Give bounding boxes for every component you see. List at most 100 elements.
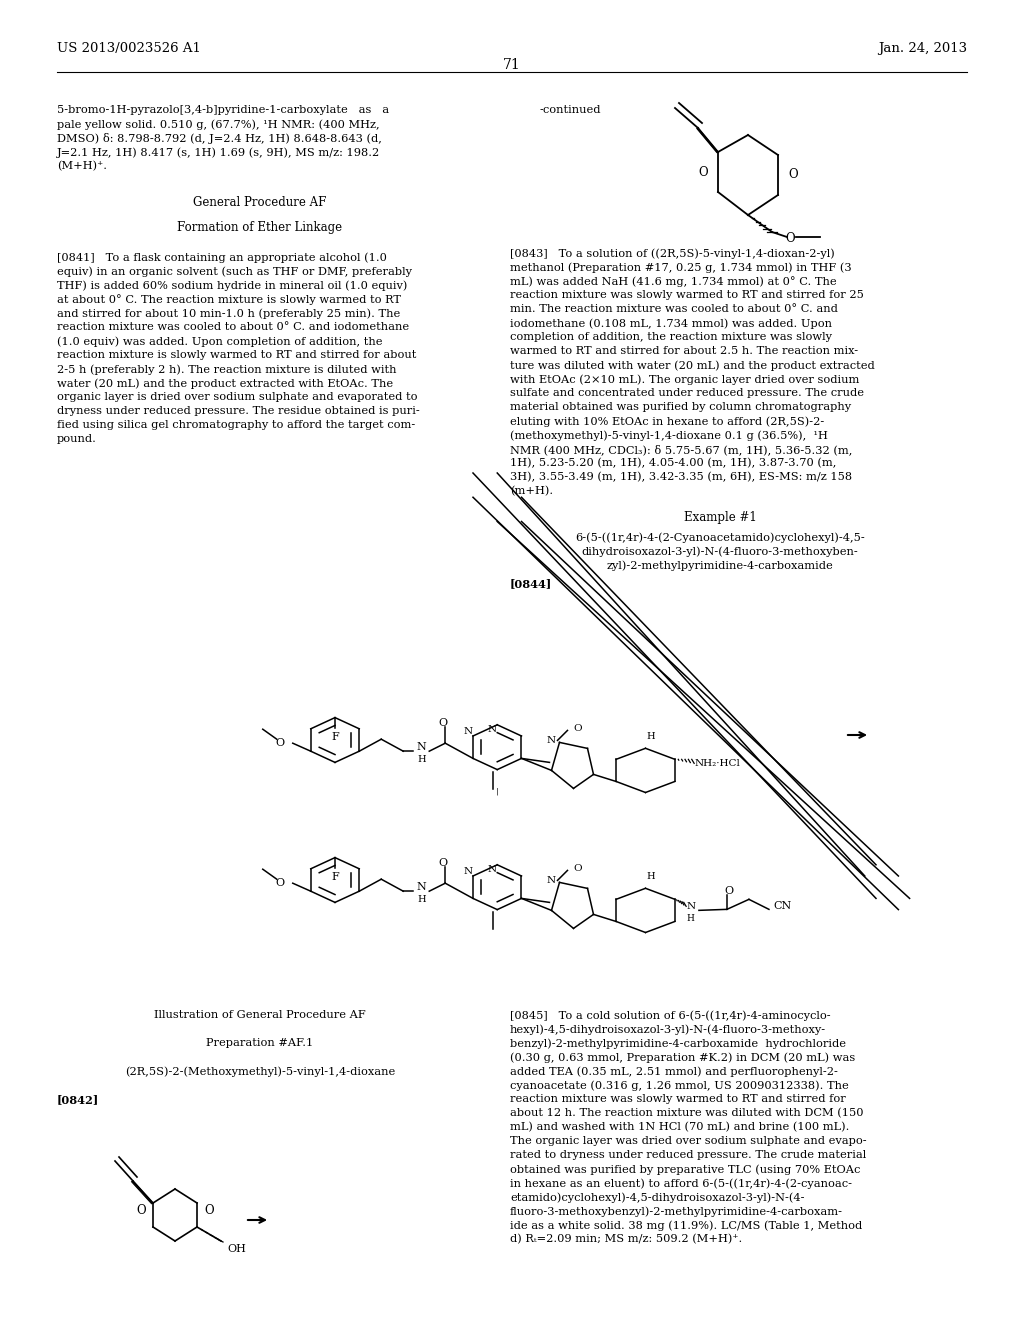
Text: -continued: -continued: [540, 106, 601, 115]
Text: NH₂·HCl: NH₂·HCl: [695, 759, 740, 768]
Text: [0841]   To a flask containing an appropriate alcohol (1.0: [0841] To a flask containing an appropri…: [57, 252, 387, 263]
Text: pound.: pound.: [57, 434, 97, 444]
Text: 2-5 h (preferably 2 h). The reaction mixture is diluted with: 2-5 h (preferably 2 h). The reaction mix…: [57, 364, 396, 375]
Text: [0842]: [0842]: [57, 1094, 99, 1105]
Text: O: O: [573, 863, 582, 873]
Text: 5-bromo-1H-pyrazolo[3,4-b]pyridine-1-carboxylate   as   a: 5-bromo-1H-pyrazolo[3,4-b]pyridine-1-car…: [57, 106, 389, 115]
Text: hexyl)-4,5-dihydroisoxazol-3-yl)-N-(4-fluoro-3-methoxy-: hexyl)-4,5-dihydroisoxazol-3-yl)-N-(4-fl…: [510, 1024, 826, 1035]
Text: (m+H).: (m+H).: [510, 486, 553, 496]
Text: benzyl)-2-methylpyrimidine-4-carboxamide  hydrochloride: benzyl)-2-methylpyrimidine-4-carboxamide…: [510, 1038, 846, 1048]
Text: US 2013/0023526 A1: US 2013/0023526 A1: [57, 42, 201, 55]
Text: |: |: [496, 788, 499, 796]
Text: 3H), 3.55-3.49 (m, 1H), 3.42-3.35 (m, 6H), ES-MS: m/z 158: 3H), 3.55-3.49 (m, 1H), 3.42-3.35 (m, 6H…: [510, 473, 852, 482]
Text: OH: OH: [227, 1243, 246, 1254]
Text: CN: CN: [773, 902, 792, 911]
Text: H: H: [646, 871, 654, 880]
Text: organic layer is dried over sodium sulphate and evaporated to: organic layer is dried over sodium sulph…: [57, 392, 418, 403]
Text: THF) is added 60% sodium hydride in mineral oil (1.0 equiv): THF) is added 60% sodium hydride in mine…: [57, 280, 408, 290]
Text: dihydroisoxazol-3-yl)-N-(4-fluoro-3-methoxyben-: dihydroisoxazol-3-yl)-N-(4-fluoro-3-meth…: [582, 546, 858, 557]
Text: about 12 h. The reaction mixture was diluted with DCM (150: about 12 h. The reaction mixture was dil…: [510, 1107, 863, 1118]
Text: methanol (Preparation #17, 0.25 g, 1.734 mmol) in THF (3: methanol (Preparation #17, 0.25 g, 1.734…: [510, 261, 852, 272]
Text: Formation of Ether Linkage: Formation of Ether Linkage: [177, 222, 343, 234]
Text: (1.0 equiv) was added. Upon completion of addition, the: (1.0 equiv) was added. Upon completion o…: [57, 337, 383, 347]
Text: reaction mixture was cooled to about 0° C. and iodomethane: reaction mixture was cooled to about 0° …: [57, 322, 410, 333]
Text: rated to dryness under reduced pressure. The crude material: rated to dryness under reduced pressure.…: [510, 1150, 866, 1160]
Text: reaction mixture was slowly warmed to RT and stirred for: reaction mixture was slowly warmed to RT…: [510, 1094, 846, 1104]
Text: mL) and washed with 1N HCl (70 mL) and brine (100 mL).: mL) and washed with 1N HCl (70 mL) and b…: [510, 1122, 849, 1133]
Text: 1H), 5.23-5.20 (m, 1H), 4.05-4.00 (m, 1H), 3.87-3.70 (m,: 1H), 5.23-5.20 (m, 1H), 4.05-4.00 (m, 1H…: [510, 458, 837, 469]
Text: in hexane as an eluent) to afford 6-(5-((1r,4r)-4-(2-cyanoac-: in hexane as an eluent) to afford 6-(5-(…: [510, 1177, 852, 1188]
Text: H: H: [646, 731, 654, 741]
Text: DMSO) δ: 8.798-8.792 (d, J=2.4 Hz, 1H) 8.648-8.643 (d,: DMSO) δ: 8.798-8.792 (d, J=2.4 Hz, 1H) 8…: [57, 133, 382, 144]
Text: O: O: [438, 858, 447, 869]
Text: dryness under reduced pressure. The residue obtained is puri-: dryness under reduced pressure. The resi…: [57, 407, 420, 416]
Text: N: N: [547, 876, 556, 884]
Text: cyanoacetate (0.316 g, 1.26 mmol, US 20090312338). The: cyanoacetate (0.316 g, 1.26 mmol, US 200…: [510, 1080, 849, 1090]
Text: N: N: [417, 742, 426, 752]
Text: Example #1: Example #1: [684, 511, 757, 524]
Text: N: N: [464, 866, 472, 875]
Text: fluoro-3-methoxybenzyl)-2-methylpyrimidine-4-carboxam-: fluoro-3-methoxybenzyl)-2-methylpyrimidi…: [510, 1206, 843, 1217]
Text: ture was diluted with water (20 mL) and the product extracted: ture was diluted with water (20 mL) and …: [510, 360, 874, 371]
Text: N: N: [464, 726, 472, 735]
Text: General Procedure AF: General Procedure AF: [194, 195, 327, 209]
Text: Jan. 24, 2013: Jan. 24, 2013: [878, 42, 967, 55]
Text: H: H: [417, 755, 426, 764]
Text: min. The reaction mixture was cooled to about 0° C. and: min. The reaction mixture was cooled to …: [510, 304, 838, 314]
Text: N: N: [487, 866, 497, 874]
Text: F: F: [331, 731, 339, 742]
Text: 71: 71: [503, 58, 521, 73]
Text: (methoxymethyl)-5-vinyl-1,4-dioxane 0.1 g (36.5%),  ¹H: (methoxymethyl)-5-vinyl-1,4-dioxane 0.1 …: [510, 430, 827, 441]
Text: pale yellow solid. 0.510 g, (67.7%), ¹H NMR: (400 MHz,: pale yellow solid. 0.510 g, (67.7%), ¹H …: [57, 119, 380, 129]
Text: reaction mixture was slowly warmed to RT and stirred for 25: reaction mixture was slowly warmed to RT…: [510, 290, 864, 300]
Text: (2R,5S)-2-(Methoxymethyl)-5-vinyl-1,4-dioxane: (2R,5S)-2-(Methoxymethyl)-5-vinyl-1,4-di…: [125, 1067, 395, 1077]
Text: obtained was purified by preparative TLC (using 70% EtOAc: obtained was purified by preparative TLC…: [510, 1164, 860, 1175]
Text: O: O: [136, 1204, 145, 1217]
Text: fied using silica gel chromatography to afford the target com-: fied using silica gel chromatography to …: [57, 420, 416, 430]
Text: iodomethane (0.108 mL, 1.734 mmol) was added. Upon: iodomethane (0.108 mL, 1.734 mmol) was a…: [510, 318, 831, 329]
Text: O: O: [785, 231, 795, 244]
Text: warmed to RT and stirred for about 2.5 h. The reaction mix-: warmed to RT and stirred for about 2.5 h…: [510, 346, 858, 356]
Text: and stirred for about 10 min-1.0 h (preferably 25 min). The: and stirred for about 10 min-1.0 h (pref…: [57, 308, 400, 318]
Text: [0845]   To a cold solution of 6-(5-((1r,4r)-4-aminocyclo-: [0845] To a cold solution of 6-(5-((1r,4…: [510, 1010, 830, 1020]
Text: The organic layer was dried over sodium sulphate and evapo-: The organic layer was dried over sodium …: [510, 1137, 866, 1146]
Text: water (20 mL) and the product extracted with EtOAc. The: water (20 mL) and the product extracted …: [57, 378, 393, 388]
Text: N: N: [417, 882, 426, 892]
Text: O: O: [204, 1204, 214, 1217]
Text: zyl)-2-methylpyrimidine-4-carboxamide: zyl)-2-methylpyrimidine-4-carboxamide: [606, 560, 834, 570]
Text: ide as a white solid. 38 mg (11.9%). LC/MS (Table 1, Method: ide as a white solid. 38 mg (11.9%). LC/…: [510, 1220, 862, 1230]
Text: H: H: [417, 895, 426, 904]
Text: (M+H)⁺.: (M+H)⁺.: [57, 161, 106, 172]
Text: J=2.1 Hz, 1H) 8.417 (s, 1H) 1.69 (s, 9H), MS m/z: 198.2: J=2.1 Hz, 1H) 8.417 (s, 1H) 1.69 (s, 9H)…: [57, 147, 380, 157]
Text: with EtOAc (2×10 mL). The organic layer dried over sodium: with EtOAc (2×10 mL). The organic layer …: [510, 374, 859, 384]
Text: O: O: [788, 169, 798, 181]
Text: N: N: [687, 902, 696, 911]
Text: completion of addition, the reaction mixture was slowly: completion of addition, the reaction mix…: [510, 333, 831, 342]
Text: etamido)cyclohexyl)-4,5-dihydroisoxazol-3-yl)-N-(4-: etamido)cyclohexyl)-4,5-dihydroisoxazol-…: [510, 1192, 805, 1203]
Text: O: O: [275, 738, 285, 748]
Text: N: N: [547, 737, 556, 744]
Text: d) Rₜ=2.09 min; MS m/z: 509.2 (M+H)⁺.: d) Rₜ=2.09 min; MS m/z: 509.2 (M+H)⁺.: [510, 1234, 742, 1245]
Text: O: O: [438, 718, 447, 729]
Text: O: O: [698, 165, 708, 178]
Text: H: H: [687, 913, 695, 923]
Text: O: O: [275, 878, 285, 888]
Text: Preparation #AF.1: Preparation #AF.1: [207, 1038, 313, 1048]
Text: Illustration of General Procedure AF: Illustration of General Procedure AF: [155, 1010, 366, 1020]
Text: material obtained was purified by column chromatography: material obtained was purified by column…: [510, 403, 851, 412]
Text: at about 0° C. The reaction mixture is slowly warmed to RT: at about 0° C. The reaction mixture is s…: [57, 294, 401, 305]
Text: O: O: [573, 723, 582, 733]
Text: (0.30 g, 0.63 mmol, Preparation #K.2) in DCM (20 mL) was: (0.30 g, 0.63 mmol, Preparation #K.2) in…: [510, 1052, 855, 1063]
Text: equiv) in an organic solvent (such as THF or DMF, preferably: equiv) in an organic solvent (such as TH…: [57, 267, 412, 277]
Text: F: F: [331, 871, 339, 882]
Text: mL) was added NaH (41.6 mg, 1.734 mmol) at 0° C. The: mL) was added NaH (41.6 mg, 1.734 mmol) …: [510, 276, 837, 286]
Text: reaction mixture is slowly warmed to RT and stirred for about: reaction mixture is slowly warmed to RT …: [57, 350, 417, 360]
Text: added TEA (0.35 mL, 2.51 mmol) and perfluorophenyl-2-: added TEA (0.35 mL, 2.51 mmol) and perfl…: [510, 1067, 838, 1077]
Text: [0844]: [0844]: [510, 578, 552, 590]
Text: eluting with 10% EtOAc in hexane to afford (2R,5S)-2-: eluting with 10% EtOAc in hexane to affo…: [510, 416, 824, 426]
Text: [0843]   To a solution of ((2R,5S)-5-vinyl-1,4-dioxan-2-yl): [0843] To a solution of ((2R,5S)-5-vinyl…: [510, 248, 835, 259]
Text: N: N: [487, 725, 497, 734]
Text: sulfate and concentrated under reduced pressure. The crude: sulfate and concentrated under reduced p…: [510, 388, 864, 399]
Text: 6-(5-((1r,4r)-4-(2-Cyanoacetamido)cyclohexyl)-4,5-: 6-(5-((1r,4r)-4-(2-Cyanoacetamido)cycloh…: [575, 532, 865, 543]
Text: NMR (400 MHz, CDCl₃): δ 5.75-5.67 (m, 1H), 5.36-5.32 (m,: NMR (400 MHz, CDCl₃): δ 5.75-5.67 (m, 1H…: [510, 444, 852, 455]
